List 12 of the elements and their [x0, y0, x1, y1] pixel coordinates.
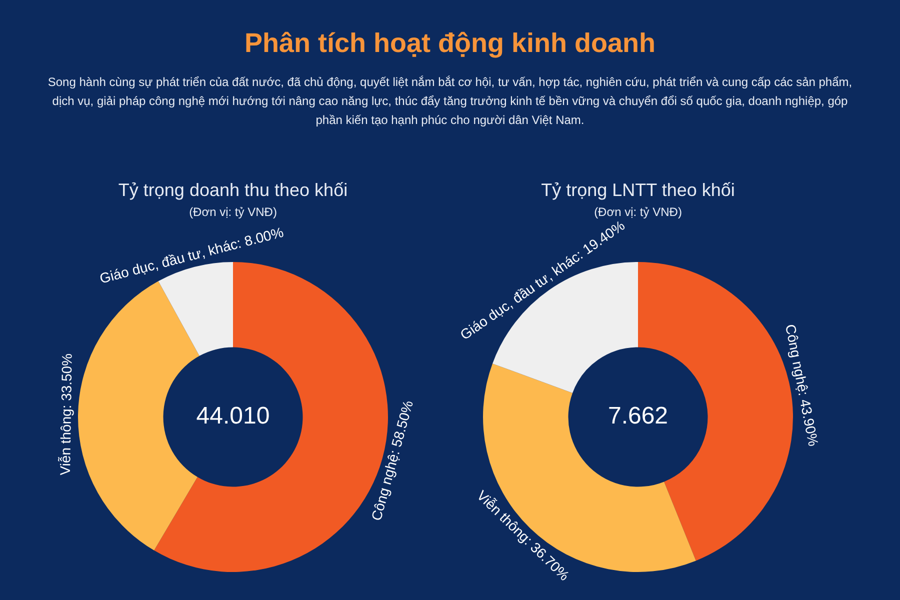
chart-title: Tỷ trọng doanh thu theo khối: [118, 180, 348, 200]
text: Phân tích hoạt động kinh doanh: [244, 28, 656, 59]
slice-label: Công nghệ: 43.90%: [782, 322, 822, 448]
chart-title: Tỷ trọng LNTT theo khối: [541, 180, 735, 200]
text: 7.662: [608, 402, 668, 430]
slice-label: Công nghệ: 58.50%: [368, 398, 416, 522]
chart-subtitle: (Đơn vị: tỷ VNĐ): [594, 205, 682, 220]
slice-label: Giáo dục, đầu tư, khác: 8.00%: [98, 224, 286, 286]
text: 44.010: [196, 402, 270, 430]
chart-subtitle: (Đơn vị: tỷ VNĐ): [189, 205, 277, 220]
slice-label: Viễn thông: 33.50%: [56, 353, 75, 476]
text: Song hành cùng sự phát triển của đất nước, đã chủ động, quyết liệt nắm bắt cơ hội, tư vấn, hợp tác, nghiên cứu, phát triển và cung cấp các sản phẩm, dịch vụ, giải pháp công nghệ mới hướng tới nâng cao năng lực, thúc đẩy tăng trưởng kinh tế bền vững và chuyển đổi số quốc gia, doanh nghiệp, góp phần kiến tạo hạnh phúc cho người dân Việt Nam.: [46, 74, 854, 129]
